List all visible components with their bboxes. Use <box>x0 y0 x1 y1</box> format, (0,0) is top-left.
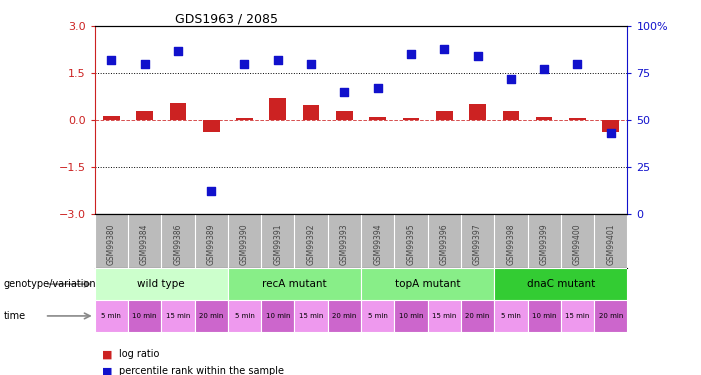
Text: 15 min: 15 min <box>299 313 323 319</box>
Bar <box>494 300 527 332</box>
Bar <box>195 300 228 332</box>
Point <box>306 61 317 67</box>
Bar <box>561 300 594 332</box>
Bar <box>336 111 353 120</box>
Text: 20 min: 20 min <box>599 313 623 319</box>
Point <box>439 46 450 52</box>
Bar <box>594 300 627 332</box>
Text: GSM99392: GSM99392 <box>306 224 315 266</box>
Bar <box>602 120 619 132</box>
Text: GSM99393: GSM99393 <box>340 224 349 266</box>
Text: genotype/variation: genotype/variation <box>4 279 96 289</box>
Point <box>172 48 184 54</box>
Text: 10 min: 10 min <box>132 313 157 319</box>
Text: 10 min: 10 min <box>399 313 423 319</box>
Text: GSM99397: GSM99397 <box>473 224 482 266</box>
Point <box>538 66 550 72</box>
Point <box>205 188 217 194</box>
Point <box>505 76 517 82</box>
Bar <box>103 116 120 120</box>
Text: 15 min: 15 min <box>432 313 456 319</box>
Text: ■: ■ <box>102 350 112 359</box>
Bar <box>536 117 552 120</box>
Text: GSM99396: GSM99396 <box>440 224 449 266</box>
Bar <box>569 117 586 120</box>
Text: recA mutant: recA mutant <box>262 279 327 289</box>
Bar <box>170 103 186 120</box>
Bar <box>361 300 394 332</box>
Text: dnaC mutant: dnaC mutant <box>526 279 595 289</box>
Text: 10 min: 10 min <box>266 313 290 319</box>
Bar <box>95 268 228 300</box>
Text: 10 min: 10 min <box>532 313 557 319</box>
Text: GSM99380: GSM99380 <box>107 224 116 266</box>
Point <box>239 61 250 67</box>
Point <box>572 61 583 67</box>
Bar <box>269 98 286 120</box>
Text: GSM99395: GSM99395 <box>407 224 416 266</box>
Bar <box>327 300 361 332</box>
Bar <box>394 300 428 332</box>
Bar <box>261 300 294 332</box>
Text: 5 min: 5 min <box>368 313 388 319</box>
Point <box>472 53 483 59</box>
Text: GSM99401: GSM99401 <box>606 224 615 266</box>
Point <box>272 57 283 63</box>
Point <box>372 85 383 91</box>
Bar <box>461 300 494 332</box>
Text: percentile rank within the sample: percentile rank within the sample <box>119 366 284 375</box>
Text: 15 min: 15 min <box>565 313 590 319</box>
Text: topA mutant: topA mutant <box>395 279 461 289</box>
Text: 20 min: 20 min <box>465 313 490 319</box>
Bar <box>228 300 261 332</box>
Bar <box>361 268 494 300</box>
Bar <box>136 111 153 120</box>
Text: 20 min: 20 min <box>199 313 224 319</box>
Bar <box>402 118 419 120</box>
Text: GDS1963 / 2085: GDS1963 / 2085 <box>175 12 278 25</box>
Point <box>605 130 616 136</box>
Text: ■: ■ <box>102 366 112 375</box>
Text: GSM99391: GSM99391 <box>273 224 283 266</box>
Point <box>405 51 416 57</box>
Bar <box>503 111 519 120</box>
Bar <box>203 120 219 132</box>
Point <box>106 57 117 63</box>
Text: log ratio: log ratio <box>119 350 160 359</box>
Point <box>139 61 150 67</box>
Text: 5 min: 5 min <box>102 313 121 319</box>
Bar <box>469 104 486 120</box>
Text: GSM99389: GSM99389 <box>207 224 216 266</box>
Point <box>339 89 350 95</box>
Text: GSM99400: GSM99400 <box>573 224 582 266</box>
Text: GSM99384: GSM99384 <box>140 224 149 266</box>
Bar <box>428 300 461 332</box>
Text: GSM99394: GSM99394 <box>373 224 382 266</box>
Text: 5 min: 5 min <box>235 313 254 319</box>
Bar <box>528 300 561 332</box>
Text: 20 min: 20 min <box>332 313 357 319</box>
Text: GSM99390: GSM99390 <box>240 224 249 266</box>
Bar <box>128 300 161 332</box>
Bar <box>95 300 128 332</box>
Text: 5 min: 5 min <box>501 313 521 319</box>
Bar <box>161 300 194 332</box>
Bar <box>228 268 361 300</box>
Bar <box>494 268 627 300</box>
Bar <box>236 118 253 120</box>
Text: 15 min: 15 min <box>165 313 190 319</box>
Bar <box>303 105 320 120</box>
Bar <box>436 111 453 120</box>
Text: time: time <box>4 311 26 321</box>
Bar <box>369 117 386 120</box>
Text: GSM99399: GSM99399 <box>540 224 549 266</box>
Text: wild type: wild type <box>137 279 185 289</box>
Text: GSM99398: GSM99398 <box>506 224 515 266</box>
Bar <box>294 300 327 332</box>
Text: GSM99386: GSM99386 <box>173 224 182 266</box>
